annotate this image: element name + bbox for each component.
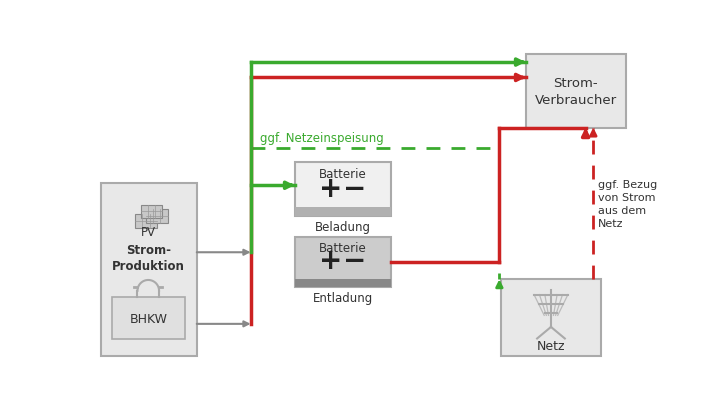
Text: Strom-
Produktion: Strom- Produktion xyxy=(112,243,185,272)
Text: Entladung: Entladung xyxy=(312,291,373,304)
Bar xyxy=(295,207,391,216)
Text: ggf. Bezug
von Strom
aus dem
Netz: ggf. Bezug von Strom aus dem Netz xyxy=(598,179,657,229)
Bar xyxy=(141,205,162,219)
Bar xyxy=(135,214,157,228)
Bar xyxy=(526,55,625,128)
Text: +: + xyxy=(319,174,342,202)
Bar xyxy=(146,210,167,223)
Text: ggf. Netzeinspeisung: ggf. Netzeinspeisung xyxy=(260,131,384,144)
Text: Batterie: Batterie xyxy=(319,167,367,180)
Text: Beladung: Beladung xyxy=(314,220,371,234)
Text: Netz: Netz xyxy=(537,339,565,353)
Bar xyxy=(112,297,185,339)
Bar xyxy=(100,184,197,356)
Text: +: + xyxy=(319,247,342,275)
Bar xyxy=(501,279,601,356)
Bar xyxy=(295,279,391,287)
Text: −: − xyxy=(344,247,367,275)
Text: Batterie: Batterie xyxy=(319,242,367,255)
Bar xyxy=(295,237,391,287)
Text: −: − xyxy=(344,174,367,202)
Text: Strom-
Verbraucher: Strom- Verbraucher xyxy=(534,77,617,107)
Text: PV: PV xyxy=(141,226,156,239)
Text: BHKW: BHKW xyxy=(130,312,167,325)
Bar xyxy=(295,163,391,216)
